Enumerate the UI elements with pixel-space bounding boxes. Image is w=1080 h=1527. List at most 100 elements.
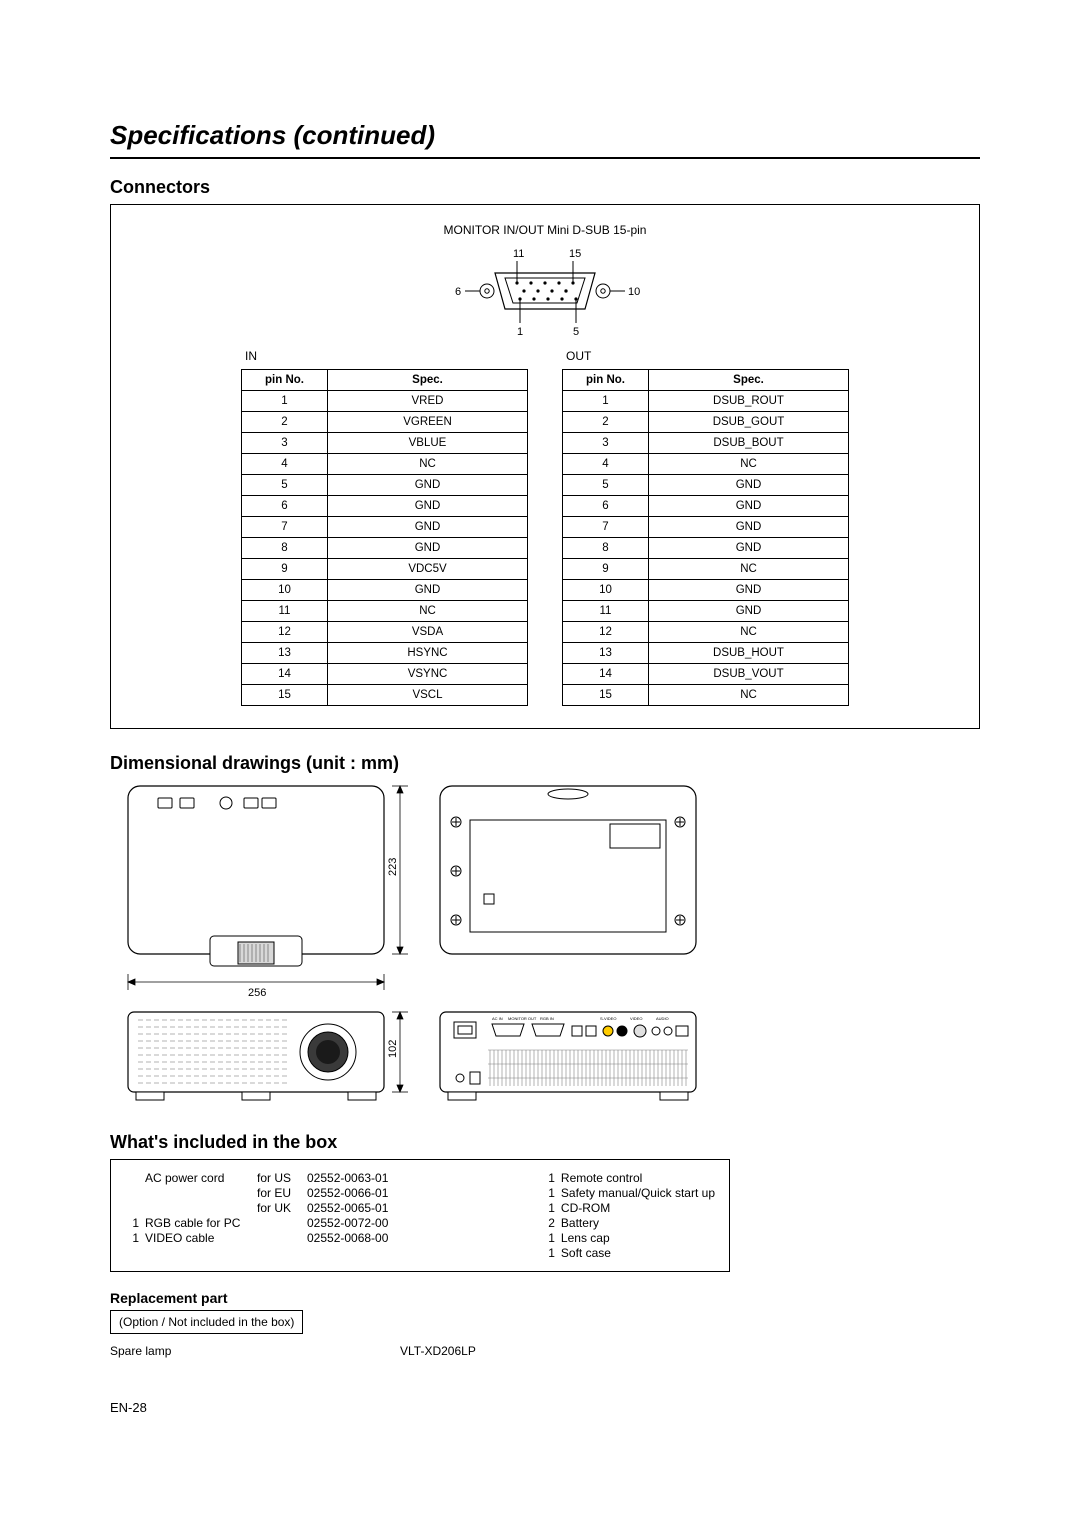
inc-right-label-4: Lens cap	[561, 1231, 610, 1245]
in-spec-10: NC	[328, 601, 528, 622]
table-row: 10GND	[242, 580, 528, 601]
dim-height: 223	[387, 858, 399, 876]
table-row: 5GND	[563, 475, 849, 496]
power-cord-for-2: for UK	[257, 1201, 307, 1215]
table-row: 7GND	[563, 517, 849, 538]
connectors-heading: Connectors	[110, 177, 980, 198]
out-spec-6: GND	[649, 517, 849, 538]
out-pin-4: 5	[563, 475, 649, 496]
svg-text:S-VIDEO: S-VIDEO	[600, 1016, 616, 1021]
inc-left-code-0: 02552-0072-00	[307, 1216, 388, 1230]
inc-right-n-4: 1	[541, 1231, 555, 1245]
table-row: 4NC	[242, 454, 528, 475]
power-cord-for-1: for EU	[257, 1186, 307, 1200]
out-spec-3: NC	[649, 454, 849, 475]
out-spec-13: DSUB_VOUT	[649, 664, 849, 685]
table-row: 15VSCL	[242, 685, 528, 706]
replacement-box: (Option / Not included in the box) Spare…	[110, 1310, 730, 1358]
connector-caption: MONITOR IN/OUT Mini D-SUB 15-pin	[133, 223, 957, 237]
table-row: 7GND	[242, 517, 528, 538]
out-spec-2: DSUB_BOUT	[649, 433, 849, 454]
in-table-col: IN pin No. Spec. 1VRED2VGREEN3VBLUE4NC5G…	[241, 349, 528, 706]
title-rule	[110, 157, 980, 159]
table-row: 6GND	[242, 496, 528, 517]
in-pin-7: 8	[242, 538, 328, 559]
out-pin-13: 14	[563, 664, 649, 685]
out-pin-5: 6	[563, 496, 649, 517]
out-pin-10: 11	[563, 601, 649, 622]
out-spec-10: GND	[649, 601, 849, 622]
inc-left-label-0: RGB cable for PC	[145, 1216, 257, 1230]
out-pin-2: 3	[563, 433, 649, 454]
table-row: 10GND	[563, 580, 849, 601]
in-pin-0: 1	[242, 391, 328, 412]
in-pin-8: 9	[242, 559, 328, 580]
table-row: 5GND	[242, 475, 528, 496]
in-spec-13: VSYNC	[328, 664, 528, 685]
included-right-row: 2Battery	[541, 1216, 715, 1230]
page: Specifications (continued) Connectors MO…	[0, 0, 1080, 1475]
table-row: 1VRED	[242, 391, 528, 412]
replacement-option-note: (Option / Not included in the box)	[110, 1310, 303, 1334]
replacement-item-label: Spare lamp	[110, 1344, 400, 1358]
dimensional-box: 256 223	[110, 780, 980, 1120]
included-right-row: 1Safety manual/Quick start up	[541, 1186, 715, 1200]
svg-text:AC IN: AC IN	[492, 1016, 503, 1021]
dsub-diagram: 11 15 6 10 1 5	[435, 243, 655, 343]
connectors-box: MONITOR IN/OUT Mini D-SUB 15-pin	[110, 204, 980, 729]
out-pin-12: 13	[563, 643, 649, 664]
out-spec-12: DSUB_HOUT	[649, 643, 849, 664]
included-box: AC power cord for US 02552-0063-01 for E…	[110, 1159, 730, 1272]
out-spec-7: GND	[649, 538, 849, 559]
in-pin-9: 10	[242, 580, 328, 601]
included-heading: What's included in the box	[110, 1132, 980, 1153]
replacement-heading: Replacement part	[110, 1290, 980, 1306]
table-row: 2VGREEN	[242, 412, 528, 433]
in-spec-9: GND	[328, 580, 528, 601]
out-pin-0: 1	[563, 391, 649, 412]
page-number: EN-28	[110, 1400, 980, 1415]
table-row: 13HSYNC	[242, 643, 528, 664]
in-pin-6: 7	[242, 517, 328, 538]
table-row: 12VSDA	[242, 622, 528, 643]
dimensional-heading: Dimensional drawings (unit : mm)	[110, 753, 980, 774]
out-spec-0: DSUB_ROUT	[649, 391, 849, 412]
inc-left-n-1: 1	[125, 1231, 139, 1245]
pin-label-15: 15	[569, 248, 581, 260]
power-cord-code-2: 02552-0065-01	[307, 1201, 388, 1215]
out-pin-11: 12	[563, 622, 649, 643]
in-spec-11: VSDA	[328, 622, 528, 643]
replacement-item-code: VLT-XD206LP	[400, 1344, 476, 1358]
included-left-row: 1VIDEO cable02552-0068-00	[125, 1231, 501, 1245]
table-row: 14DSUB_VOUT	[563, 664, 849, 685]
pin-label-10: 10	[628, 286, 640, 298]
inc-right-label-3: Battery	[561, 1216, 599, 1230]
included-right-row: 1 Lens cap	[541, 1231, 715, 1245]
in-pin-14: 15	[242, 685, 328, 706]
out-pin-3: 4	[563, 454, 649, 475]
out-spec-4: GND	[649, 475, 849, 496]
in-pin-table: pin No. Spec. 1VRED2VGREEN3VBLUE4NC5GND6…	[241, 369, 528, 706]
out-spec-14: NC	[649, 685, 849, 706]
in-spec-4: GND	[328, 475, 528, 496]
in-pin-3: 4	[242, 454, 328, 475]
in-pin-4: 5	[242, 475, 328, 496]
in-pin-12: 13	[242, 643, 328, 664]
included-right-row: 1CD-ROM	[541, 1201, 715, 1215]
power-cord-for-0: for US	[257, 1171, 307, 1185]
table-row: 11GND	[563, 601, 849, 622]
out-spec-8: NC	[649, 559, 849, 580]
inc-right-n-2: 1	[541, 1201, 555, 1215]
inc-right-n-5: 1	[541, 1246, 555, 1260]
in-spec-0: VRED	[328, 391, 528, 412]
in-spec-12: HSYNC	[328, 643, 528, 664]
in-pin-13: 14	[242, 664, 328, 685]
inc-right-n-1: 1	[541, 1186, 555, 1200]
in-label: IN	[245, 349, 528, 363]
out-pin-1: 2	[563, 412, 649, 433]
included-left-row: 1RGB cable for PC02552-0072-00	[125, 1216, 501, 1230]
dim-depth: 102	[387, 1040, 399, 1058]
in-pin-11: 12	[242, 622, 328, 643]
in-spec-1: VGREEN	[328, 412, 528, 433]
dimensional-svg: 256 223	[110, 780, 790, 1120]
